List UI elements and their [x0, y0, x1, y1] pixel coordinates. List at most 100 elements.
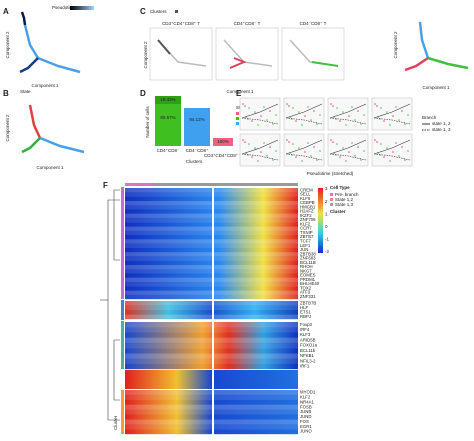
- point: [360, 159, 362, 161]
- legend-swatch: [330, 193, 333, 196]
- trend-line: [373, 153, 411, 161]
- gene-label: EGR1: [300, 424, 312, 429]
- cluster-bar: [121, 187, 124, 299]
- point: [313, 110, 315, 112]
- point: [380, 143, 382, 145]
- point: [275, 150, 277, 152]
- point: [301, 124, 303, 126]
- legend-title: Clusters: [150, 9, 167, 14]
- point: [348, 115, 350, 117]
- trend-line: [329, 153, 367, 161]
- gene-label: ZBTB7: [300, 234, 314, 239]
- point: [354, 155, 356, 157]
- heatmap-row: [125, 269, 298, 274]
- heatmap-row: [125, 247, 298, 253]
- point: [310, 155, 312, 157]
- panel-label: C: [140, 7, 146, 16]
- point: [332, 141, 334, 143]
- gene-label: HLF: [300, 305, 308, 310]
- point: [248, 107, 250, 109]
- trajectory: [311, 61, 339, 67]
- point: [254, 147, 256, 149]
- gene-label: MYOD1: [300, 390, 316, 395]
- heatmap-row: [125, 327, 298, 333]
- point: [395, 142, 397, 144]
- heatmap-row: [125, 305, 298, 311]
- heatmap-row: [125, 414, 298, 420]
- point: [383, 156, 385, 158]
- point: [383, 120, 385, 122]
- gene-label: NKG7: [300, 268, 312, 273]
- point: [286, 103, 288, 105]
- legend-label: Pre- branch: [335, 192, 359, 197]
- heatmap-row: [125, 424, 298, 430]
- legend-swatch: [175, 10, 178, 13]
- point: [263, 106, 265, 108]
- gene-label: KLF2: [300, 221, 311, 226]
- point: [292, 143, 294, 145]
- gene-label: ATF3: [300, 290, 311, 295]
- heatmap-row: [125, 222, 298, 227]
- panel-c-plots: CD3⁺CD4⁺CD8⁺ T CD4⁺CD8⁻ T CD4⁻CD8⁺ T: [149, 10, 345, 81]
- gene-label: KLF6: [300, 196, 311, 201]
- point: [288, 105, 290, 107]
- heatmap-row: [125, 390, 298, 396]
- y-label: Number of cells: [145, 106, 150, 138]
- point: [275, 114, 277, 116]
- point: [269, 110, 271, 112]
- gene-label: TOX2: [300, 285, 312, 290]
- heatmap-row: [125, 404, 298, 410]
- heatmap-row: [125, 301, 298, 306]
- point: [286, 139, 288, 141]
- point: [248, 143, 250, 145]
- trend-line: [241, 103, 279, 119]
- side-label: Cluster: [113, 415, 118, 430]
- heatmap-row: [125, 243, 298, 248]
- heatmap-row: [125, 273, 298, 278]
- legend-title: Branch: [422, 115, 437, 120]
- heatmap-row: [125, 322, 298, 328]
- trajectory: [223, 39, 273, 67]
- point: [304, 115, 306, 117]
- point: [244, 141, 246, 143]
- y-label: Component 2: [5, 114, 10, 142]
- plot-title: CD4⁺CD8⁻ T: [234, 21, 261, 26]
- point: [351, 142, 353, 144]
- point: [332, 105, 334, 107]
- gene-label: CEBPB: [300, 200, 315, 205]
- heatmap-row: [125, 188, 298, 193]
- point: [407, 150, 409, 152]
- point: [404, 159, 406, 161]
- plot-frame: [215, 27, 279, 81]
- point: [330, 103, 332, 105]
- heatmap-row: [125, 230, 298, 236]
- category-label: CD3⁺CD4⁺CD8⁺ T: [204, 153, 242, 158]
- x-label: Pseudotime (stretched): [307, 171, 354, 176]
- divider: [212, 187, 214, 435]
- x-label: Component 1: [31, 83, 59, 88]
- gene-label: ZNF683: [300, 256, 316, 261]
- point: [301, 160, 303, 162]
- trend-line: [329, 139, 367, 155]
- gene-label: ZNF331: [300, 294, 316, 299]
- gene-label: ZBTB7B: [300, 300, 316, 305]
- heatmap-row: [125, 277, 298, 283]
- dendrogram: [100, 189, 120, 421]
- gene-label: JUNO: [300, 429, 312, 434]
- point: [398, 155, 400, 157]
- gene-label: IKZF2: [300, 213, 312, 218]
- gene-label: EOMES: [300, 273, 316, 278]
- plot-title: CD4⁻CD8⁺ T: [300, 21, 327, 26]
- point: [386, 147, 388, 149]
- point: [404, 123, 406, 125]
- gene-label: RHOH: [300, 264, 313, 269]
- plot-frame: [149, 27, 213, 81]
- point: [242, 139, 244, 141]
- trend-line: [285, 139, 323, 155]
- gene-label: FOS: [300, 419, 309, 424]
- point: [374, 103, 376, 105]
- segment-label: 19.43%: [160, 97, 175, 102]
- heatmap: [125, 188, 298, 435]
- gene-label: KLF2: [300, 394, 311, 399]
- point: [360, 123, 362, 125]
